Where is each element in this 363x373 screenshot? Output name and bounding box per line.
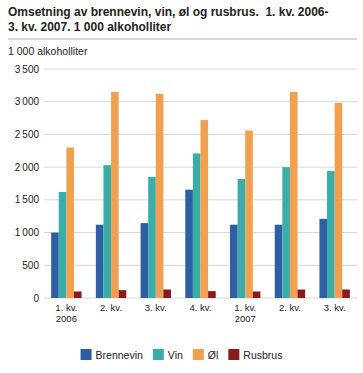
- bar: [111, 92, 119, 298]
- bar: [185, 190, 193, 298]
- x-tick-label-line: 2007: [235, 313, 256, 324]
- y-tick-label: 1 500: [15, 194, 40, 205]
- legend-item: Vin: [153, 349, 183, 361]
- x-tick-label-line: 1. kv.: [55, 302, 77, 313]
- legend-label: Vin: [168, 349, 183, 361]
- bar: [253, 291, 261, 298]
- legend-label: Øl: [208, 349, 219, 361]
- x-tick-label: 3. kv.: [324, 302, 346, 313]
- chart: Omsetning av brennevin, vin, øl og rusbr…: [0, 0, 363, 373]
- x-tick-label: 1. kv.2006: [55, 302, 77, 324]
- x-axis: 1. kv.20062. kv.3. kv.4. kv.1. kv.20072.…: [55, 302, 345, 324]
- bar: [298, 289, 306, 298]
- legend-swatch: [228, 349, 239, 360]
- legend-item: Øl: [193, 349, 219, 361]
- x-tick-label-line: 2006: [56, 313, 77, 324]
- bar: [141, 223, 149, 298]
- legend: Brennevin Vin Øl Rusbrus: [81, 349, 283, 361]
- y-tick-label: 3 500: [15, 64, 40, 75]
- y-tick-label: 2 000: [15, 162, 40, 173]
- bar: [96, 225, 104, 298]
- legend-swatch: [81, 349, 92, 360]
- x-tick-label: 4. kv.: [190, 302, 212, 313]
- title-line: Omsetning av brennevin, vin, øl og rusbr…: [8, 5, 329, 19]
- bar: [156, 94, 164, 298]
- title-line: 3. kv. 2007. 1 000 alkoholliter: [8, 20, 172, 34]
- x-tick-label: 3. kv.: [145, 302, 167, 313]
- grid-line: [44, 101, 357, 102]
- x-tick-label: 2. kv.: [279, 302, 301, 313]
- bar: [59, 192, 67, 298]
- bar: [342, 289, 350, 298]
- y-tick-label: 3 000: [15, 96, 40, 107]
- x-tick-label-line: 1. kv.: [234, 302, 256, 313]
- bars: [51, 92, 350, 298]
- bar: [327, 171, 335, 298]
- grid-line: [44, 69, 357, 70]
- y-tick-label: 2 500: [15, 129, 40, 140]
- bar: [201, 120, 209, 298]
- y-tick-label: 0: [33, 293, 39, 304]
- bar: [119, 290, 127, 298]
- legend-swatch: [153, 349, 164, 360]
- x-tick-label-line: 2. kv.: [100, 302, 122, 313]
- bar: [74, 291, 82, 298]
- bar: [275, 225, 283, 298]
- y-axis-label: 1 000 alkoholliter: [8, 45, 88, 57]
- bar: [230, 225, 238, 298]
- bar: [335, 103, 343, 298]
- y-axis: 0 500 1 000 1 500 2 000 2 500 3 000 3 500: [15, 64, 357, 304]
- bar: [238, 179, 246, 298]
- bar: [319, 219, 327, 298]
- legend-swatch: [193, 349, 204, 360]
- bar: [282, 167, 290, 298]
- y-tick-label: 500: [22, 260, 39, 271]
- x-tick-label: 1. kv.2007: [234, 302, 256, 324]
- bar: [290, 92, 298, 298]
- legend-label: Brennevin: [96, 349, 143, 361]
- bar: [208, 291, 216, 298]
- title-rule: [8, 39, 357, 40]
- bar: [193, 153, 201, 298]
- bar: [66, 148, 74, 298]
- bar: [163, 289, 171, 298]
- bar: [245, 131, 253, 298]
- chart-container: Omsetning av brennevin, vin, øl og rusbr…: [0, 0, 363, 373]
- x-tick-label-line: 4. kv.: [190, 302, 212, 313]
- legend-label: Rusbrus: [243, 349, 282, 361]
- title: Omsetning av brennevin, vin, øl og rusbr…: [8, 5, 329, 34]
- bar: [148, 177, 156, 298]
- x-tick-label-line: 2. kv.: [279, 302, 301, 313]
- legend-item: Rusbrus: [228, 349, 282, 361]
- bar: [103, 165, 111, 298]
- y-tick-label: 1 000: [15, 227, 40, 238]
- x-tick-label: 2. kv.: [100, 302, 122, 313]
- bar: [51, 233, 59, 298]
- legend-item: Brennevin: [81, 349, 143, 361]
- x-tick-label-line: 3. kv.: [145, 302, 167, 313]
- x-tick-label-line: 3. kv.: [324, 302, 346, 313]
